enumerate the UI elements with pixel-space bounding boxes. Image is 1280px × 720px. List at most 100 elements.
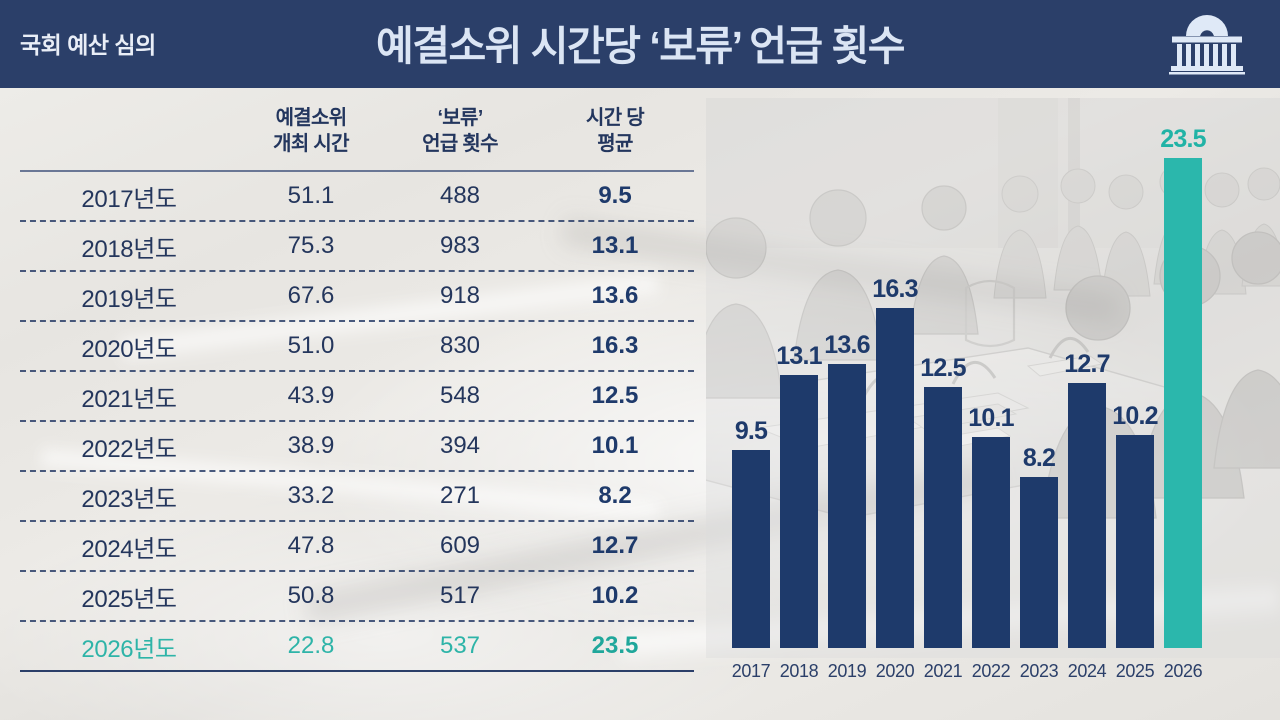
bar-2024	[1068, 383, 1106, 648]
cell-count: 517	[439, 582, 481, 609]
cell-hours: 67.6	[287, 282, 335, 309]
table-row-divider	[20, 470, 694, 472]
table-row-divider	[20, 570, 694, 572]
cell-hours: 75.3	[287, 232, 335, 259]
x-axis-tick-2024: 2024	[1067, 661, 1107, 681]
column-header-hours-line2: 개최 시간	[273, 132, 349, 155]
bar-value-label-2021: 12.5	[920, 354, 966, 382]
bar-value-label-2017: 9.5	[734, 417, 768, 445]
x-axis-tick-2022: 2022	[971, 661, 1011, 681]
cell-hours: 51.0	[287, 332, 335, 359]
bar-value-label-2022: 10.1	[968, 404, 1014, 432]
data-table-panel: 예결소위 개최 시간 ‘보류’ 언급 횟수 시간 당 평균 2017년도 51.1…	[0, 88, 706, 720]
cell-count: 548	[439, 382, 481, 409]
bar-value-label-2018: 13.1	[776, 342, 822, 370]
data-table: 예결소위 개최 시간 ‘보류’ 언급 횟수 시간 당 평균 2017년도 51.1…	[20, 104, 694, 672]
column-header-average: 시간 당 평균	[536, 106, 694, 157]
cell-average: 8.2	[598, 482, 632, 509]
bar-chart-plot: 9.5 2017 13.1 2018 13.6 2019 16.3 2020 12.5 2021 1…	[706, 88, 1280, 720]
cell-hours: 47.8	[287, 532, 335, 559]
bar-2018	[780, 375, 818, 648]
cell-hours: 51.1	[287, 182, 335, 209]
cell-count: 609	[439, 532, 481, 559]
table-body: 2017년도 51.1 488 9.5 2018년도 75.3 983 13.1 2019년도 6…	[20, 172, 694, 670]
table-row-divider	[20, 620, 694, 622]
table-row: 2021년도 43.9 548 12.5	[20, 372, 694, 420]
table-row-divider	[20, 320, 694, 322]
bar-chart-panel: 9.5 2017 13.1 2018 13.6 2019 16.3 2020 12.5 2021 1…	[706, 88, 1280, 720]
cell-average: 9.5	[598, 182, 632, 209]
column-header-hours-line1: 예결소위	[275, 107, 348, 129]
cell-year: 2020년도	[81, 335, 177, 363]
bar-2021	[924, 387, 962, 648]
cell-count: 488	[439, 182, 481, 209]
bar-2020	[876, 308, 914, 648]
cell-count: 983	[439, 232, 481, 259]
table-row: 2020년도 51.0 830 16.3	[20, 322, 694, 370]
column-header-count-line2: 언급 횟수	[422, 132, 498, 155]
cell-hours: 38.9	[287, 432, 335, 459]
bar-value-label-2023: 8.2	[1022, 444, 1056, 472]
cell-average: 10.2	[591, 582, 639, 609]
cell-average: 16.3	[591, 332, 639, 359]
x-axis-tick-2026: 2026	[1163, 661, 1203, 681]
cell-hours: 43.9	[287, 382, 335, 409]
table-row: 2017년도 51.1 488 9.5	[20, 172, 694, 220]
table-row-divider	[20, 420, 694, 422]
table-row-divider	[20, 220, 694, 222]
column-header-count: ‘보류’ 언급 횟수	[384, 106, 536, 157]
cell-count: 271	[439, 482, 481, 509]
cell-hours: 22.8	[287, 632, 335, 659]
table-row: 2019년도 67.6 918 13.6	[20, 272, 694, 320]
table-top-rule	[20, 170, 694, 172]
bar-2025	[1116, 435, 1154, 648]
table-row: 2024년도 47.8 609 12.7	[20, 522, 694, 570]
x-axis-tick-2023: 2023	[1019, 661, 1059, 681]
cell-average: 12.7	[591, 532, 639, 559]
cell-average: 13.1	[591, 232, 639, 259]
cell-count: 918	[439, 282, 481, 309]
column-header-average-line1: 시간 당	[586, 107, 645, 129]
x-axis-tick-2021: 2021	[923, 661, 963, 681]
bar-2022	[972, 437, 1010, 648]
cell-year: 2025년도	[81, 585, 177, 613]
cell-average: 23.5	[591, 632, 639, 659]
bar-value-label-2026: 23.5	[1160, 125, 1206, 153]
x-axis-tick-2025: 2025	[1115, 661, 1155, 681]
table-row: 2018년도 75.3 983 13.1	[20, 222, 694, 270]
table-bottom-rule	[20, 670, 694, 672]
cell-year: 2023년도	[81, 485, 177, 513]
cell-count: 537	[439, 632, 481, 659]
cell-year: 2024년도	[81, 535, 177, 563]
cell-average: 13.6	[591, 282, 639, 309]
table-row-divider	[20, 370, 694, 372]
bar-value-label-2019: 13.6	[824, 331, 870, 359]
header-kicker: 국회 예산 심의	[20, 32, 156, 58]
cell-year: 2026년도	[81, 635, 177, 663]
column-header-average-line2: 평균	[597, 132, 633, 155]
bar-value-label-2020: 16.3	[872, 275, 918, 303]
table-header-row: 예결소위 개최 시간 ‘보류’ 언급 횟수 시간 당 평균	[20, 104, 694, 170]
bar-2026	[1164, 158, 1202, 648]
table-row-divider	[20, 270, 694, 272]
cell-count: 394	[439, 432, 481, 459]
table-row-divider	[20, 520, 694, 522]
cell-year: 2019년도	[81, 285, 177, 313]
cell-year: 2021년도	[81, 385, 177, 413]
national-assembly-icon	[1156, 10, 1258, 78]
bar-2017	[732, 450, 770, 648]
cell-year: 2018년도	[81, 235, 177, 263]
cell-hours: 50.8	[287, 582, 335, 609]
cell-year: 2017년도	[81, 185, 177, 213]
cell-average: 12.5	[591, 382, 639, 409]
bar-2019	[828, 364, 866, 648]
table-row: 2022년도 38.9 394 10.1	[20, 422, 694, 470]
x-axis-tick-2019: 2019	[827, 661, 867, 681]
bar-value-label-2025: 10.2	[1112, 402, 1158, 430]
table-row: 2025년도 50.8 517 10.2	[20, 572, 694, 620]
bar-value-label-2024: 12.7	[1064, 350, 1110, 378]
x-axis-tick-2017: 2017	[731, 661, 771, 681]
column-header-count-line1: ‘보류’	[437, 107, 483, 129]
column-header-hours: 예결소위 개최 시간	[238, 106, 384, 157]
